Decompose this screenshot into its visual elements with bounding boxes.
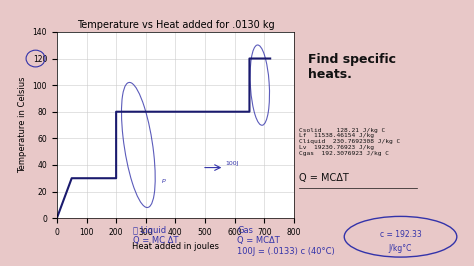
Text: 100J: 100J xyxy=(225,161,238,166)
Y-axis label: Temperature in Celsius: Temperature in Celsius xyxy=(18,77,27,173)
X-axis label: Heat added in joules: Heat added in joules xyxy=(132,242,219,251)
Text: c = 192.33: c = 192.33 xyxy=(380,230,421,239)
Text: Q = MCΔT: Q = MCΔT xyxy=(299,173,348,183)
Text: Find specific
heats.: Find specific heats. xyxy=(308,53,396,81)
Text: J/kg°C: J/kg°C xyxy=(389,244,412,253)
Text: Ⓐ Liquid
Q = MC ΔT: Ⓐ Liquid Q = MC ΔT xyxy=(133,226,178,246)
Text: p: p xyxy=(161,178,165,183)
Title: Temperature vs Heat added for .0130 kg: Temperature vs Heat added for .0130 kg xyxy=(77,20,274,30)
Text: Gas
Q = MCΔT
100J = (.0133) c (40°C): Gas Q = MCΔT 100J = (.0133) c (40°C) xyxy=(237,226,335,256)
Text: Csolid    128.21 J/kg C
Lf  11538.46154 J/kg
Cliquid  230.7692308 J/kg C
Lv  192: Csolid 128.21 J/kg C Lf 11538.46154 J/kg… xyxy=(299,128,400,156)
